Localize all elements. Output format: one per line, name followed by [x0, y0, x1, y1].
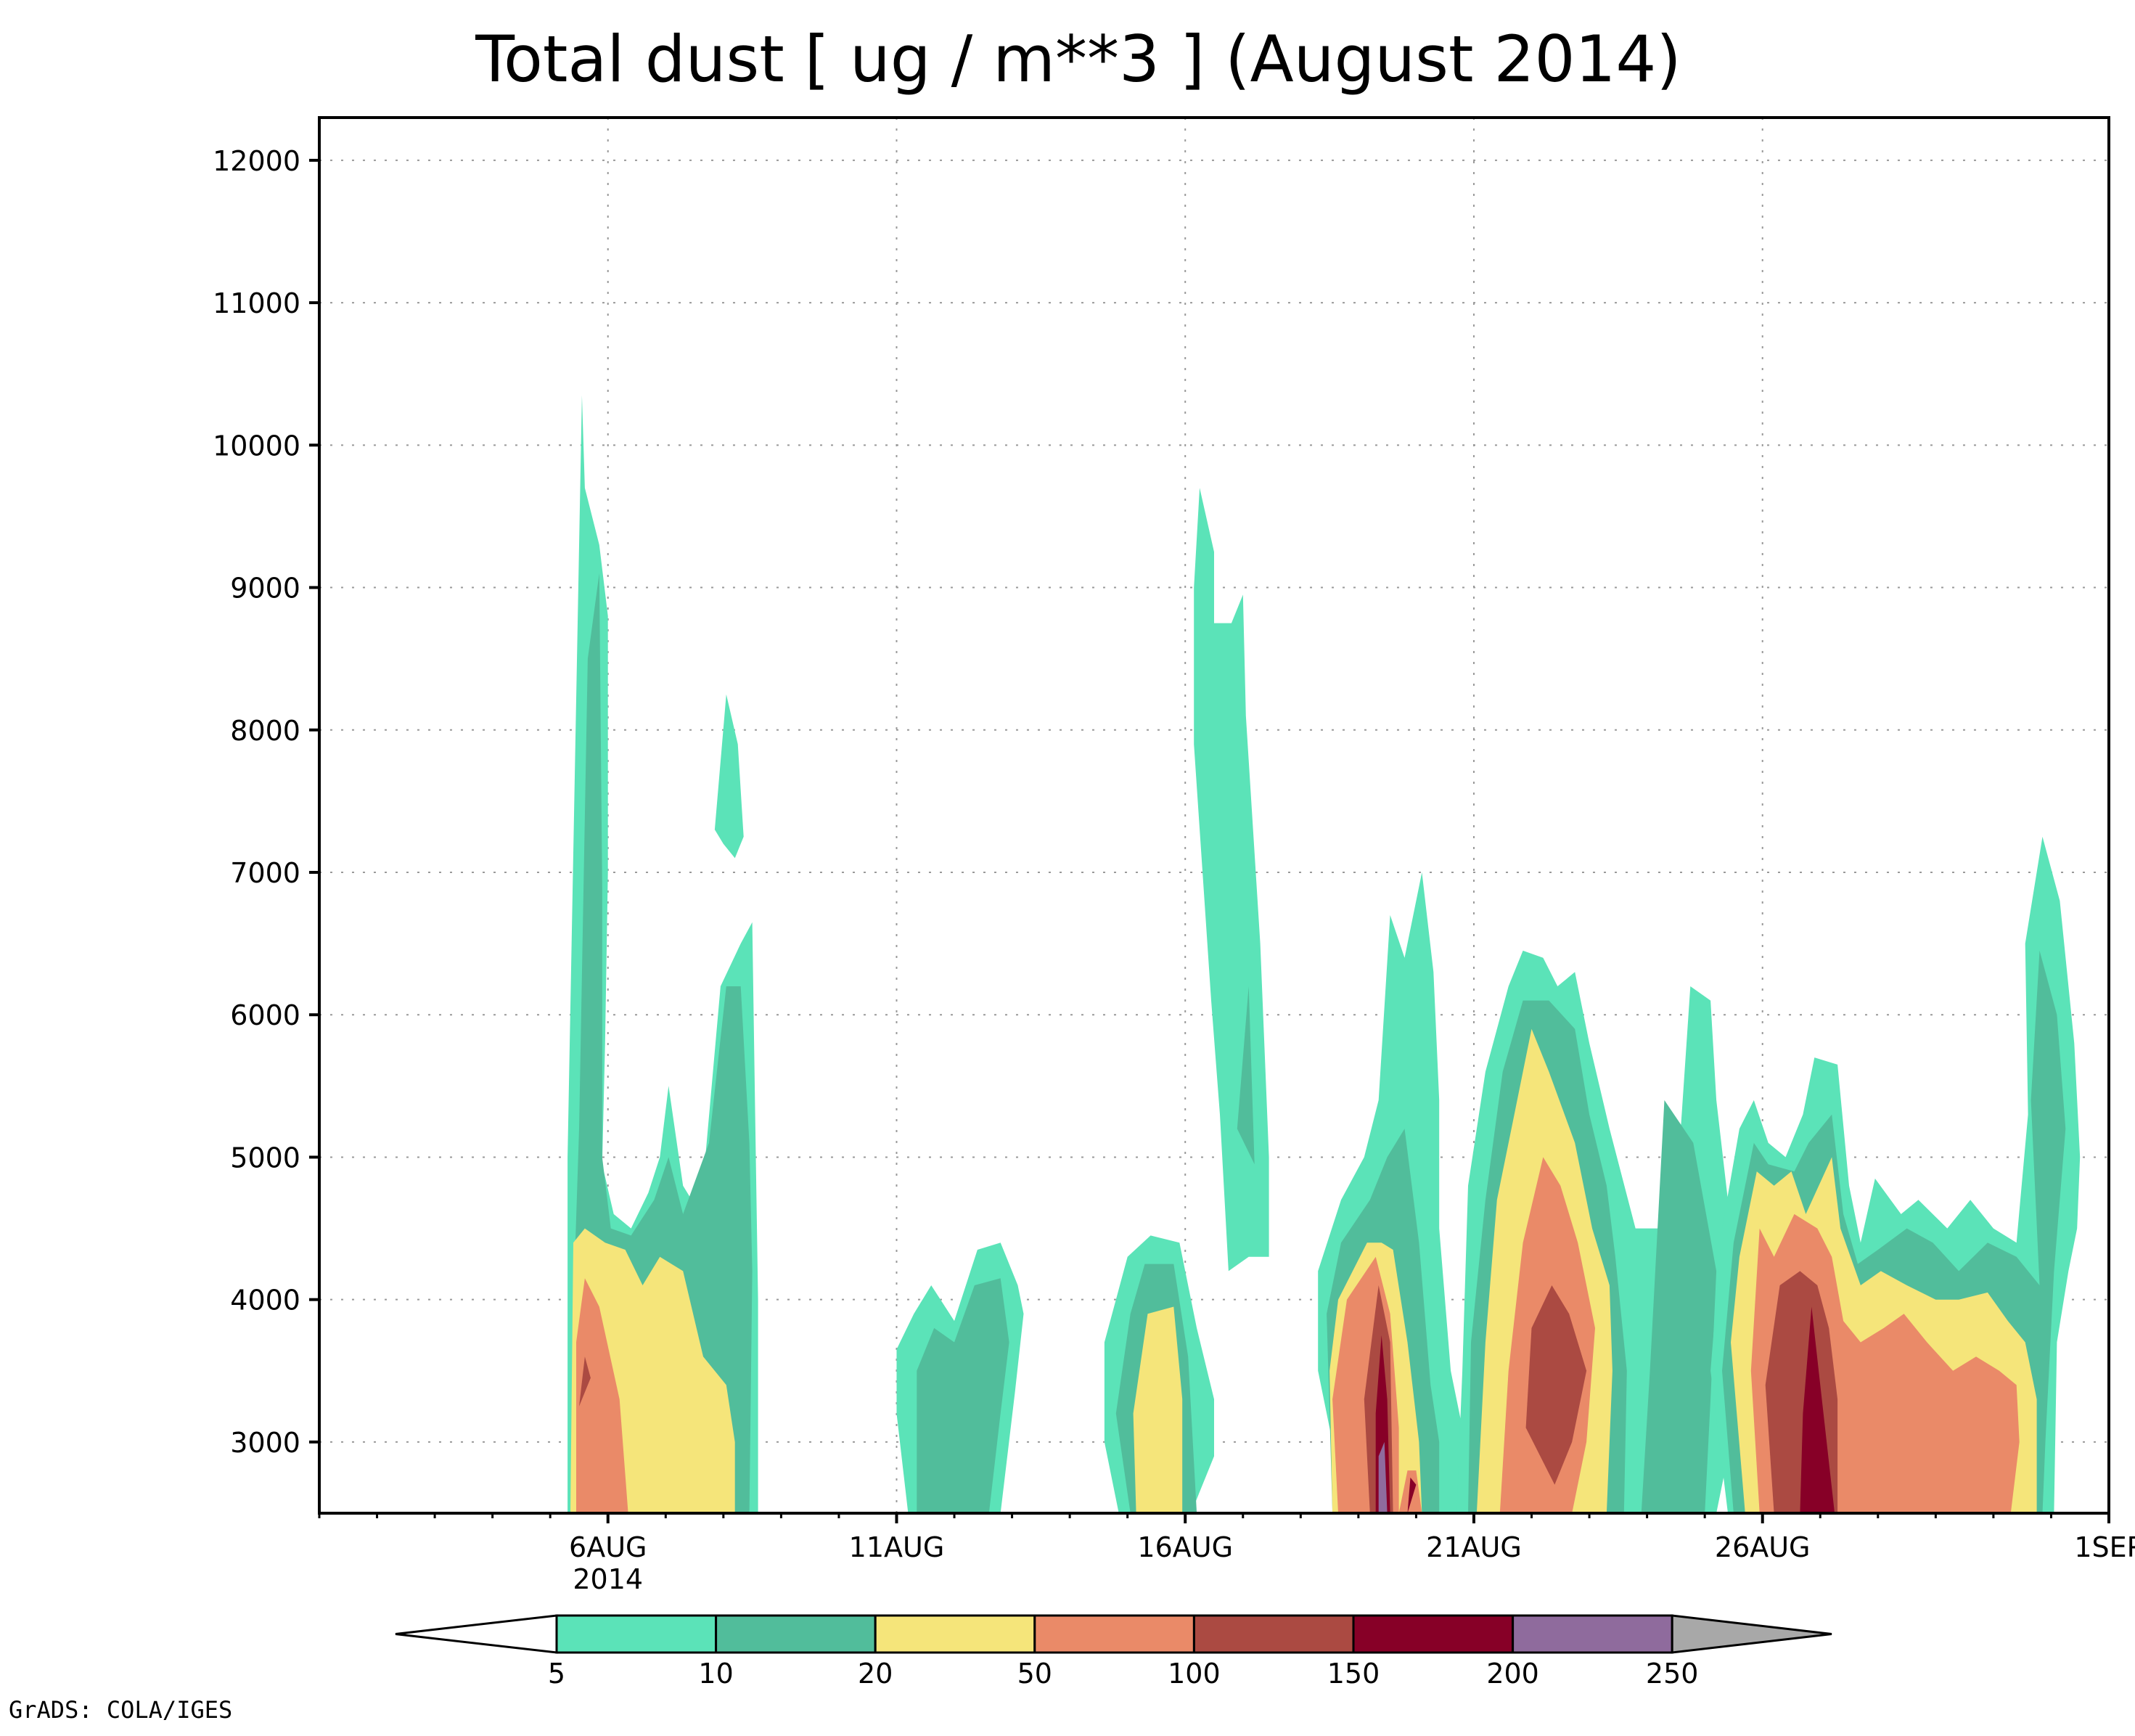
contour-region	[1133, 1306, 1183, 1513]
y-tick-label: 9000	[230, 573, 300, 605]
y-tick-label: 5000	[230, 1142, 300, 1174]
x-tick-label: 21AUG	[1426, 1531, 1522, 1563]
colorbar-swatch	[874, 1614, 1036, 1654]
colorbar-label: 5	[548, 1658, 565, 1690]
colorbar-under-arrow	[395, 1614, 558, 1654]
y-tick-label: 3000	[230, 1427, 300, 1459]
colorbar-label: 100	[1168, 1658, 1221, 1690]
contour-region	[1237, 986, 1255, 1165]
colorbar-label: 50	[1017, 1658, 1052, 1690]
colorbar-label: 150	[1327, 1658, 1380, 1690]
colorbar-swatch	[555, 1614, 718, 1654]
x-tick-label: 6AUG	[569, 1531, 647, 1563]
x-tick-label: 11AUG	[849, 1531, 945, 1563]
y-tick-label: 10000	[213, 430, 300, 462]
x-tick-label: 26AUG	[1715, 1531, 1811, 1563]
colorbar-legend: 5 10 20 50 100 150 200 250	[395, 1614, 1832, 1690]
y-tick-label: 7000	[230, 857, 300, 889]
y-tick-label: 8000	[230, 715, 300, 747]
contour-region	[1194, 488, 1269, 1272]
colorbar-label: 250	[1646, 1658, 1699, 1690]
y-tick-label: 11000	[213, 287, 300, 319]
x-tick-label: 16AUG	[1137, 1531, 1233, 1563]
contour-region	[714, 694, 744, 859]
colorbar-label: 10	[698, 1658, 733, 1690]
contour-region	[1407, 1477, 1417, 1513]
contour-region	[1525, 1285, 1587, 1485]
contour-region	[1641, 1100, 1717, 1513]
chart-title: Total dust [ ug / m**3 ] (August 2014)	[475, 22, 1681, 97]
contour-fill-layer	[567, 395, 2081, 1513]
x-tick-sublabel: 2014	[573, 1563, 643, 1595]
colorbar-label: 20	[858, 1658, 893, 1690]
colorbar-over-arrow	[1671, 1614, 1832, 1654]
y-tick-label: 6000	[230, 999, 300, 1031]
plot-frame	[318, 116, 2110, 1515]
contour-region	[1800, 1306, 1835, 1513]
y-tick-label: 4000	[230, 1285, 300, 1317]
x-tick-label: 1SEP	[2074, 1531, 2135, 1563]
contour-region	[1378, 1441, 1388, 1513]
colorbar-swatch	[715, 1614, 877, 1654]
y-tick-label: 12000	[213, 145, 300, 177]
contour-region	[917, 1278, 1009, 1513]
colorbar-swatch	[1352, 1614, 1515, 1654]
colorbar-label: 200	[1486, 1658, 1539, 1690]
y-axis: 3000 4000 5000 6000 7000 8000 9000 10000 11000 12…	[213, 145, 319, 1459]
colorbar-swatch	[1192, 1614, 1355, 1654]
colorbar-swatch	[1512, 1614, 1673, 1654]
grads-credit: GrADS: COLA/IGES	[9, 1696, 232, 1724]
colorbar-swatch	[1033, 1614, 1195, 1654]
contour-region	[579, 1356, 591, 1407]
contour-region	[576, 1278, 628, 1513]
